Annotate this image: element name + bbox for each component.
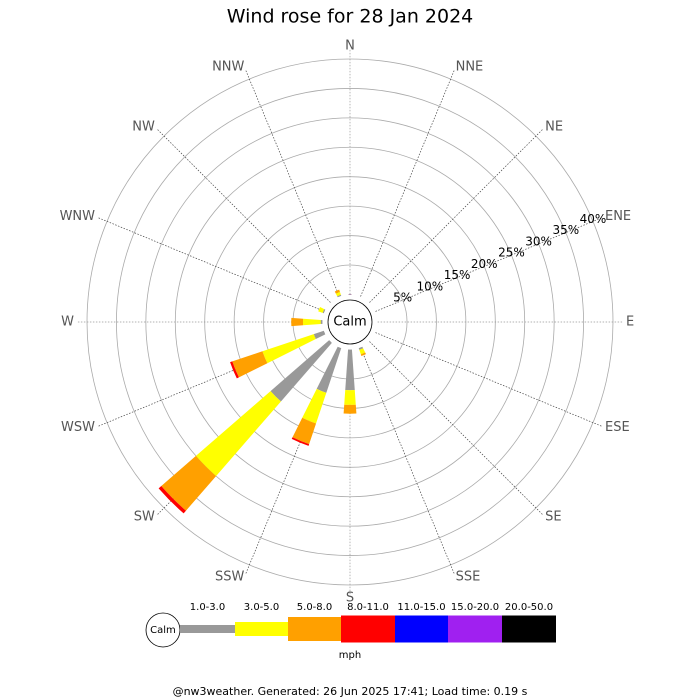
calm-circle xyxy=(327,299,373,345)
spoke xyxy=(375,332,603,427)
wind-bar xyxy=(360,352,366,356)
wind-bar xyxy=(262,334,316,364)
spoke xyxy=(369,128,544,303)
wind-bar xyxy=(232,351,268,378)
spoke xyxy=(245,347,340,575)
direction-label: E xyxy=(626,315,634,330)
legend-swatch xyxy=(448,615,502,643)
wind-bar xyxy=(318,307,325,313)
wind-bar xyxy=(195,391,281,477)
wind-bar xyxy=(335,291,341,297)
legend-swatch xyxy=(395,615,448,643)
wind-bar xyxy=(320,319,323,325)
spoke xyxy=(156,128,331,303)
ring-label: 40% xyxy=(580,212,607,226)
direction-label: NNE xyxy=(456,60,484,75)
direction-label: ESE xyxy=(605,420,630,435)
footer: @nw3weather. Generated: 26 Jun 2025 17:4… xyxy=(173,685,528,698)
wind-bar xyxy=(161,455,217,511)
direction-label: SE xyxy=(545,510,561,525)
ring-label: 5% xyxy=(393,291,412,305)
wind-bar xyxy=(343,404,357,414)
wind-bar xyxy=(302,388,327,424)
wind-bar xyxy=(344,390,356,405)
ring xyxy=(145,117,555,527)
legend-label: 3.0-5.0 xyxy=(244,602,279,613)
spoke xyxy=(97,217,325,312)
legend-swatch xyxy=(502,615,556,643)
direction-label: S xyxy=(346,591,354,606)
spoke xyxy=(97,332,325,427)
chart-title: Wind rose for 28 Jan 2024 xyxy=(227,6,474,28)
legend-title: mph xyxy=(339,650,361,661)
wind-bar xyxy=(291,437,310,446)
ring-label: 35% xyxy=(552,223,579,237)
wind-bar xyxy=(316,346,342,393)
legend-swatch xyxy=(235,622,288,636)
wind-bar xyxy=(230,361,239,379)
wind-bar xyxy=(302,318,321,326)
wind-bar xyxy=(322,309,326,314)
ring-label: 30% xyxy=(525,234,552,248)
direction-label: N xyxy=(345,39,355,54)
ring-label: 25% xyxy=(498,246,525,260)
wind-bar xyxy=(158,486,186,514)
ring-label: 20% xyxy=(471,257,498,271)
direction-label: SW xyxy=(134,510,155,525)
wind-bar xyxy=(358,346,364,350)
legend-label: 20.0-50.0 xyxy=(505,602,553,613)
legend-label: 11.0-15.0 xyxy=(397,602,445,613)
ring xyxy=(116,88,584,556)
ring-label: 10% xyxy=(417,279,444,293)
wind-bar xyxy=(291,317,304,327)
direction-label: WSW xyxy=(61,420,95,435)
direction-label: ENE xyxy=(605,209,631,224)
direction-label: NE xyxy=(545,119,563,134)
wind-bar xyxy=(337,294,342,298)
calm-label: Calm xyxy=(333,315,366,330)
legend-label: 1.0-3.0 xyxy=(190,602,225,613)
legend-label: 8.0-11.0 xyxy=(347,602,389,613)
spoke xyxy=(375,217,603,312)
wind-bar xyxy=(313,330,326,340)
legend-label: 5.0-8.0 xyxy=(297,602,332,613)
spoke xyxy=(369,341,544,516)
direction-label: NW xyxy=(132,119,155,134)
legend-swatch xyxy=(180,625,235,633)
ring-label: 15% xyxy=(444,268,471,282)
wind-bar xyxy=(292,417,317,445)
legend-calm-label: Calm xyxy=(150,625,176,636)
direction-label: SSW xyxy=(215,569,245,584)
direction-label: W xyxy=(61,315,74,330)
legend-swatch xyxy=(341,615,395,643)
legend-swatch xyxy=(288,617,341,641)
direction-label: NNW xyxy=(212,60,244,75)
wind-bar xyxy=(334,289,340,294)
wind-bar xyxy=(345,349,355,391)
spoke xyxy=(360,69,455,297)
wind-bar xyxy=(270,340,332,402)
legend-label: 15.0-20.0 xyxy=(451,602,499,613)
wind-bar xyxy=(359,348,366,355)
direction-label: SSE xyxy=(456,569,481,584)
spoke xyxy=(245,69,340,297)
direction-label: WNW xyxy=(60,209,96,224)
spoke xyxy=(360,347,455,575)
